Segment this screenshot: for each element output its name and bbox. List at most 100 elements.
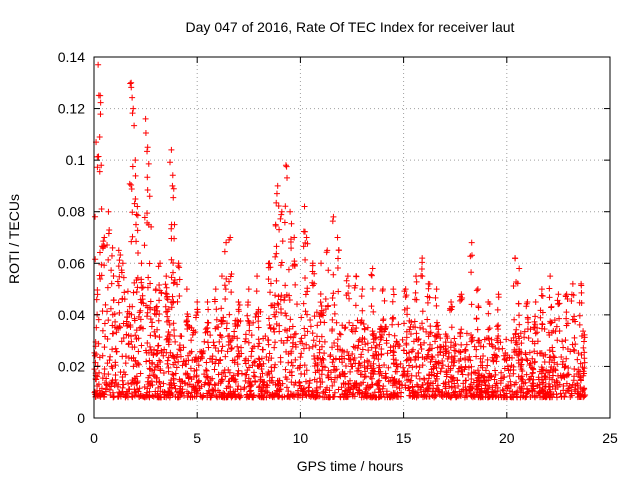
data-point	[164, 296, 171, 303]
data-point	[335, 288, 342, 295]
data-point	[418, 391, 425, 398]
data-point	[306, 377, 313, 384]
data-point	[129, 94, 136, 101]
x-tick-label: 25	[602, 430, 618, 446]
data-point	[492, 367, 499, 374]
data-point	[105, 381, 112, 388]
data-point	[507, 378, 514, 385]
data-point	[93, 296, 100, 303]
data-point	[204, 325, 211, 332]
data-point	[242, 377, 249, 384]
data-point	[309, 279, 316, 286]
data-point	[114, 278, 121, 285]
data-point	[427, 323, 434, 330]
data-point	[578, 333, 585, 340]
data-point	[122, 371, 129, 378]
data-point	[134, 379, 141, 386]
data-point	[468, 269, 475, 276]
data-point	[98, 162, 105, 169]
data-point	[505, 382, 512, 389]
data-point	[303, 234, 310, 241]
plot-frame	[93, 56, 611, 419]
data-point	[390, 286, 397, 293]
data-point	[490, 357, 497, 364]
data-point	[339, 359, 346, 366]
data-point	[173, 354, 180, 361]
data-point	[510, 370, 517, 377]
data-point	[307, 317, 314, 324]
data-point	[120, 369, 127, 376]
data-point	[129, 233, 136, 240]
data-point	[362, 341, 369, 348]
data-point	[132, 157, 139, 164]
data-point	[513, 326, 520, 333]
data-point	[252, 314, 259, 321]
data-point	[288, 359, 295, 366]
data-point	[521, 328, 528, 335]
data-point	[409, 389, 416, 396]
data-point	[138, 285, 145, 292]
data-point	[369, 285, 376, 292]
data-point	[297, 362, 304, 369]
data-point	[318, 343, 325, 350]
data-point	[138, 260, 145, 267]
data-point	[450, 374, 457, 381]
data-point	[331, 339, 338, 346]
data-point	[540, 379, 547, 386]
data-point	[255, 343, 262, 350]
data-point	[158, 289, 165, 296]
data-point	[291, 234, 298, 241]
data-point	[474, 386, 481, 393]
data-point	[339, 368, 346, 375]
data-point	[578, 282, 585, 289]
data-point	[273, 277, 280, 284]
data-point	[465, 364, 472, 371]
data-point	[163, 284, 170, 291]
data-point	[378, 345, 385, 352]
data-point	[259, 370, 266, 377]
data-point	[116, 257, 123, 264]
data-point	[226, 236, 233, 243]
data-point	[392, 380, 399, 387]
data-point	[205, 387, 212, 394]
data-point	[204, 373, 211, 380]
data-point	[531, 358, 538, 365]
data-point	[105, 371, 112, 378]
data-point	[344, 391, 351, 398]
data-point	[248, 353, 255, 360]
data-point	[503, 336, 510, 343]
data-point	[105, 317, 112, 324]
data-point	[485, 310, 492, 317]
data-point	[99, 245, 106, 252]
data-point	[407, 331, 414, 338]
data-point	[547, 320, 554, 327]
data-point	[147, 298, 154, 305]
data-point	[282, 203, 289, 210]
data-point	[563, 309, 570, 316]
data-point	[268, 355, 275, 362]
data-point	[367, 392, 374, 399]
data-point	[562, 389, 569, 396]
data-point	[144, 144, 151, 151]
data-point	[315, 355, 322, 362]
data-point	[443, 369, 450, 376]
data-point	[482, 389, 489, 396]
data-point	[132, 221, 139, 228]
data-point	[167, 379, 174, 386]
data-point	[434, 344, 441, 351]
data-point	[188, 376, 195, 383]
data-point	[150, 371, 157, 378]
data-point	[506, 372, 513, 379]
data-point	[218, 320, 225, 327]
data-point	[413, 363, 420, 370]
data-point	[277, 262, 284, 269]
data-point	[284, 337, 291, 344]
data-point	[112, 376, 119, 383]
data-point	[150, 393, 157, 400]
x-tick-label: 20	[499, 430, 515, 446]
data-point	[281, 297, 288, 304]
data-point	[535, 376, 542, 383]
data-point	[329, 344, 336, 351]
data-point	[156, 357, 163, 364]
data-point	[205, 306, 212, 313]
